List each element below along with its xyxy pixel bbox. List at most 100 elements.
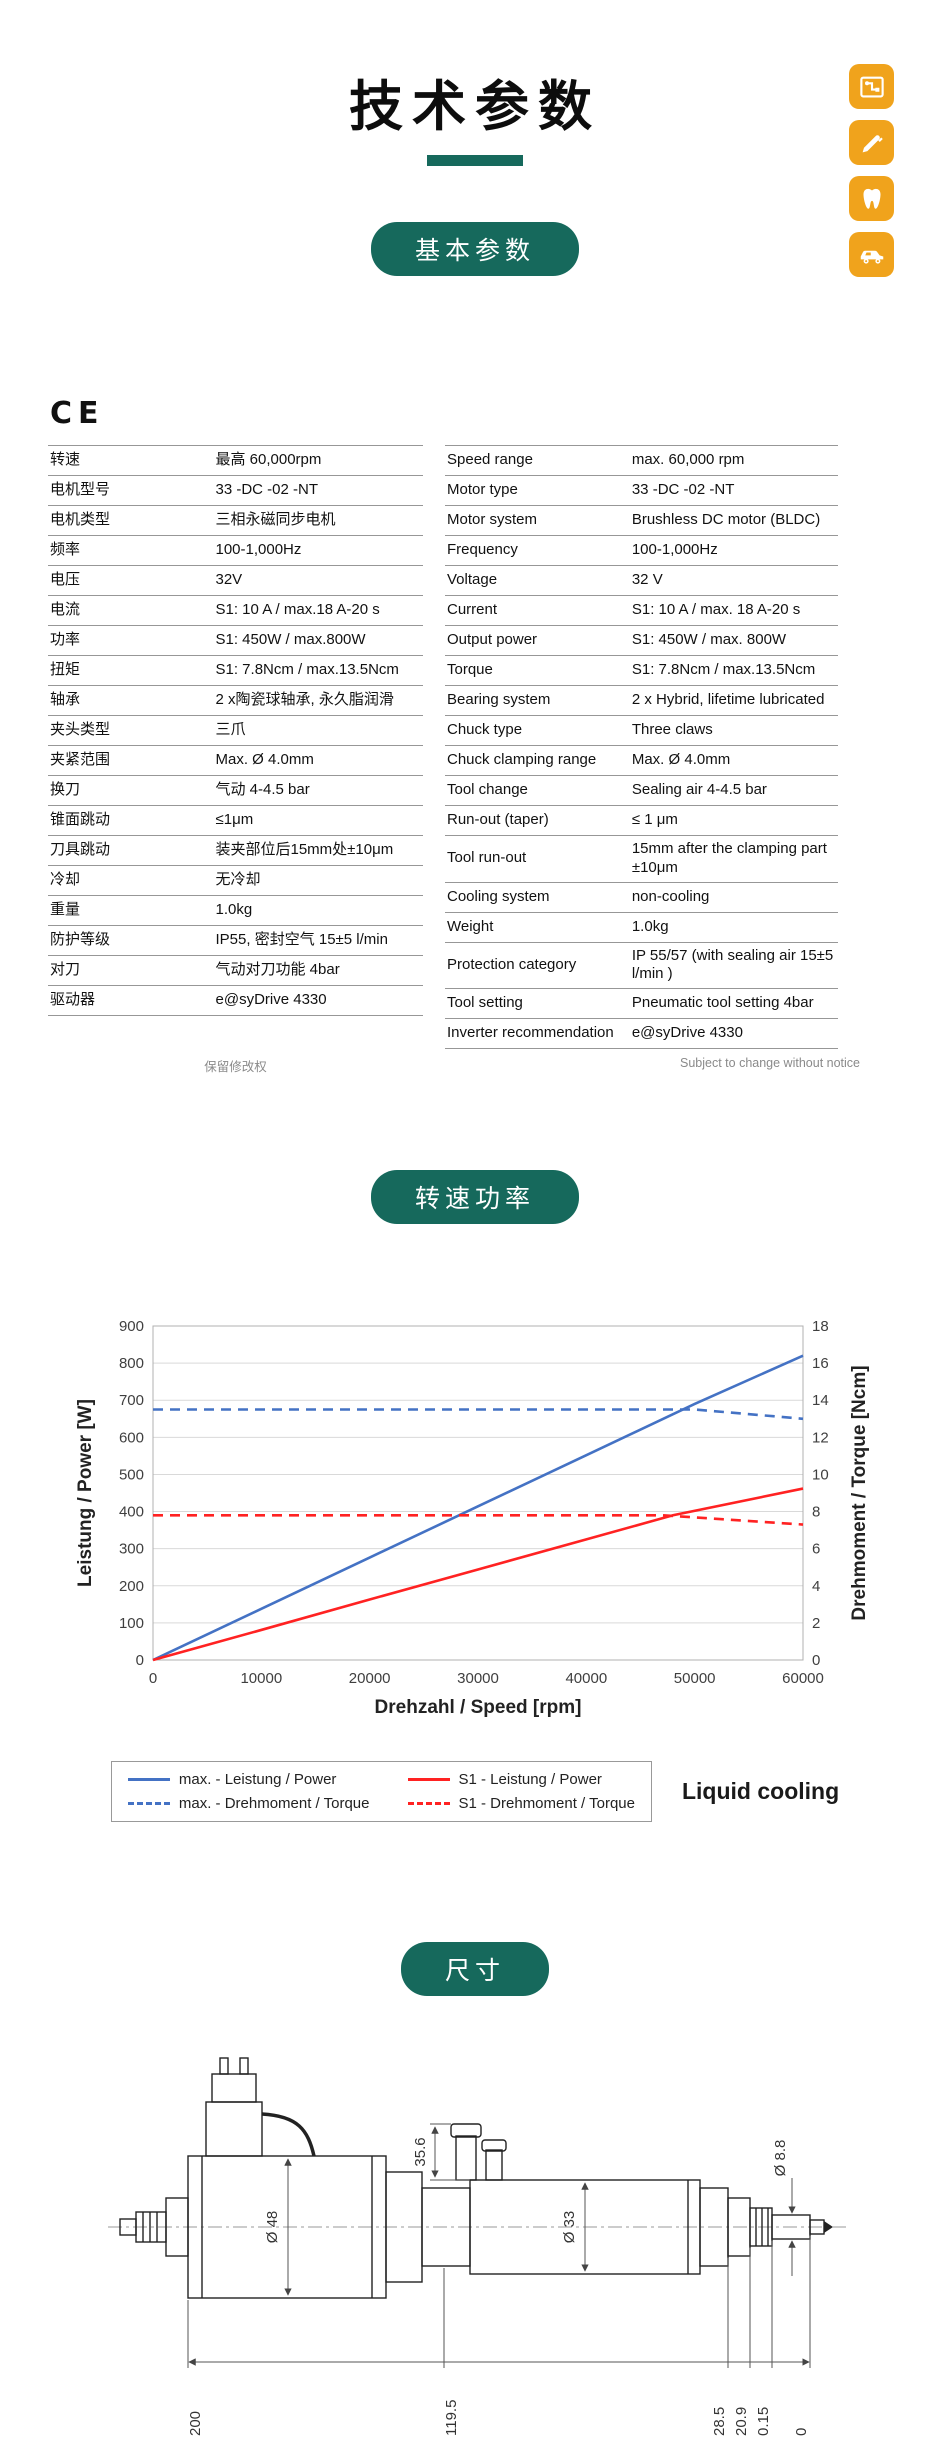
spec-value: IP55, 密封空气 15±5 l/min — [215, 931, 388, 949]
spec-row: 刀具跳动 装夹部位后15mm处±10μm — [48, 836, 423, 866]
spec-label: Protection category — [447, 955, 577, 973]
spec-value: S1: 450W / max.800W — [215, 631, 366, 649]
spec-label: Run-out (taper) — [447, 811, 549, 829]
spec-value: S1: 10 A / max.18 A-20 s — [215, 601, 380, 619]
page-title: 技术参数 — [349, 77, 601, 137]
x-tick-label: 30000 — [457, 1670, 499, 1687]
y-left-tick-label: 0 — [136, 1652, 144, 1669]
spec-value: Brushless DC motor (BLDC) — [631, 511, 821, 529]
spec-label: Cooling system — [447, 887, 550, 905]
spec-value: e@syDrive 4330 — [631, 1024, 743, 1042]
footnote-chinese: 保留修改权 — [204, 1060, 267, 1074]
legend-entry: max. - Leistung / Power — [127, 1771, 370, 1788]
legend-line-sample — [407, 1778, 450, 1781]
dimension-drawing-section: Ø 48 Ø 33 Ø 8.8 35.6 200 119.5 28.5 20.9… — [0, 2032, 950, 2452]
spec-row: Tool setting Pneumatic tool setting 4bar — [445, 989, 838, 1019]
spec-label: 电机型号 — [50, 481, 111, 499]
spec-row: 功率 S1: 450W / max.800W — [48, 626, 423, 656]
spec-label: Frequency — [447, 541, 518, 559]
x-tick-label: 50000 — [674, 1670, 716, 1687]
y-right-tick-label: 16 — [812, 1355, 829, 1372]
spec-value: 2 x Hybrid, lifetime lubricated — [631, 691, 825, 709]
spec-label: Tool change — [447, 781, 528, 799]
y-left-tick-label: 100 — [119, 1615, 144, 1632]
plot-border — [152, 1325, 804, 1661]
spec-label: 转速 — [50, 451, 81, 469]
y-right-tick-label: 2 — [812, 1615, 820, 1632]
car-icon — [849, 232, 894, 277]
spec-value: 气动 4-4.5 bar — [215, 781, 310, 799]
spec-row: 重量 1.0kg — [48, 896, 423, 926]
y-left-tick-label: 500 — [119, 1466, 144, 1483]
y-left-tick-label: 200 — [119, 1578, 144, 1595]
dim-label-20-9: 20.9 — [733, 2407, 750, 2436]
spec-label: Voltage — [447, 571, 498, 589]
spec-value: non-cooling — [631, 887, 710, 905]
spec-row: Speed range max. 60,000 rpm — [445, 446, 838, 476]
spec-row: 防护等级 IP55, 密封空气 15±5 l/min — [48, 926, 423, 956]
x-tick-label: 20000 — [349, 1670, 391, 1687]
spec-label: 扭矩 — [50, 661, 81, 679]
spec-label: 换刀 — [50, 781, 81, 799]
spec-label: Speed range — [447, 451, 533, 469]
y-right-tick-label: 12 — [812, 1429, 829, 1446]
hand-tool-icon — [849, 120, 894, 165]
spec-row: Torque S1: 7.8Ncm / max.13.5Ncm — [445, 656, 838, 686]
spec-label: Torque — [447, 661, 493, 679]
x-tick-label: 60000 — [782, 1670, 824, 1687]
y-right-tick-label: 10 — [812, 1466, 829, 1483]
y-right-tick-label: 6 — [812, 1541, 820, 1558]
spec-value: 32 V — [631, 571, 663, 589]
legend-line-sample — [127, 1802, 170, 1805]
spec-value: 100-1,000Hz — [215, 541, 302, 559]
spec-value: 33 -DC -02 -NT — [215, 481, 319, 499]
spindle-outline — [119, 2057, 833, 2299]
spec-value: 2 x陶瓷球轴承, 永久脂润滑 — [215, 691, 394, 709]
footnote-english: Subject to change without notice — [680, 1056, 860, 1070]
spec-row: 冷却 无冷却 — [48, 866, 423, 896]
spec-table-english: Speed range max. 60,000 rpm Motor type 33 -… — [445, 445, 838, 1049]
spec-row: 夹头类型 三爪 — [48, 716, 423, 746]
spec-label: 防护等级 — [50, 931, 111, 949]
spec-label: 对刀 — [50, 961, 81, 979]
chart-note: Liquid cooling — [681, 1778, 840, 1804]
spec-label: 锥面跳动 — [50, 811, 111, 829]
speed-power-chart: 0 100 200 300 400 500 600 700 800 900 0 2 4 6 8 10 12 14 1… — [75, 1318, 870, 1718]
spec-row: Voltage 32 V — [445, 566, 838, 596]
spec-label: 频率 — [50, 541, 81, 559]
y-left-tick-label: 300 — [119, 1541, 144, 1558]
spec-label: 轴承 — [50, 691, 81, 709]
ce-mark: CE — [50, 396, 105, 431]
spec-row: Output power S1: 450W / max. 800W — [445, 626, 838, 656]
legend-label: S1 - Leistung / Power — [458, 1771, 602, 1788]
y-left-axis-title: Leistung / Power [W] — [75, 1399, 96, 1587]
spec-value: e@syDrive 4330 — [215, 991, 327, 1009]
dim-label-dia-8-8: Ø 8.8 — [772, 2140, 789, 2177]
spec-label: 电压 — [50, 571, 81, 589]
spec-row: 电机型号 33 -DC -02 -NT — [48, 476, 423, 506]
y-right-tick-label: 4 — [812, 1578, 820, 1595]
spec-label: Chuck clamping range — [447, 751, 597, 769]
spec-row: Weight 1.0kg — [445, 913, 838, 943]
spec-row: 驱动器 e@syDrive 4330 — [48, 986, 423, 1016]
dim-label-35-6: 35.6 — [412, 2137, 429, 2166]
spec-label: 夹头类型 — [50, 721, 111, 739]
y-right-tick-label: 14 — [812, 1392, 829, 1409]
series-solid — [152, 1354, 804, 1662]
spec-label: Current — [447, 601, 498, 619]
dim-label-dia-48: Ø 48 — [264, 2211, 281, 2244]
legend-label: S1 - Drehmoment / Torque — [458, 1795, 635, 1812]
spec-row: Cooling system non-cooling — [445, 883, 838, 913]
spec-label: 功率 — [50, 631, 81, 649]
y-left-tick-label: 900 — [119, 1318, 144, 1335]
spec-value: Sealing air 4-4.5 bar — [631, 781, 767, 799]
series-dashed — [153, 1408, 804, 1421]
y-left-tick-label: 800 — [119, 1355, 144, 1372]
spec-value: Pneumatic tool setting 4bar — [631, 994, 814, 1012]
legend-line-sample — [127, 1778, 170, 1781]
spec-row: Chuck clamping range Max. Ø 4.0mm — [445, 746, 838, 776]
spec-row: Motor system Brushless DC motor (BLDC) — [445, 506, 838, 536]
spec-row: 锥面跳动 ≤1μm — [48, 806, 423, 836]
spec-label: Tool run-out — [447, 849, 527, 867]
